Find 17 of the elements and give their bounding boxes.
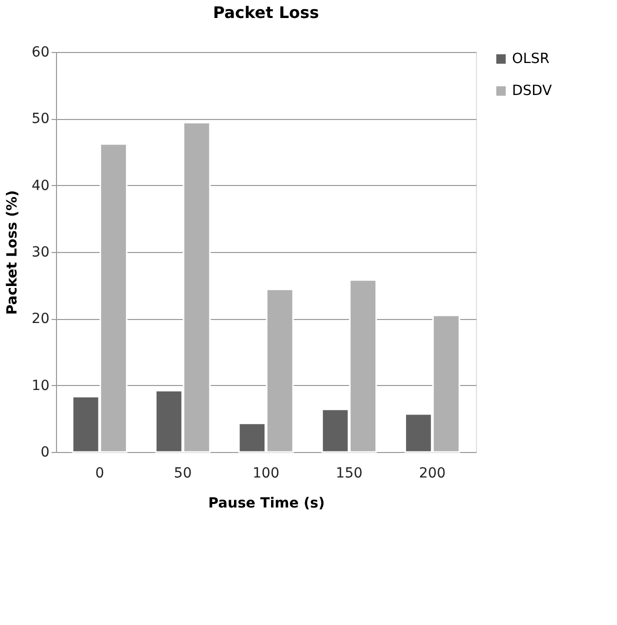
y-tick-label: 40 [32,178,50,194]
x-tick-label: 150 [336,466,363,482]
y-tick-label: 60 [32,44,50,60]
legend-label: OLSR [512,51,550,67]
x-tick-label: 200 [418,466,446,482]
x-axis-title: Pause Time (s) [208,496,325,512]
y-tick-label: 50 [32,111,50,128]
y-axis-title: Packet Loss (%) [4,190,21,315]
y-tick-label: 30 [32,244,50,260]
chart-title: Packet Loss [212,3,320,22]
y-tick-label: 10 [32,378,50,394]
x-tick-label: 100 [252,466,280,482]
legend-label: DSDV [512,83,552,99]
x-tick-label: 0 [95,466,104,482]
y-tick-label: 0 [40,444,50,460]
x-tick-label: 50 [174,466,192,482]
y-tick-label: 20 [32,311,50,328]
